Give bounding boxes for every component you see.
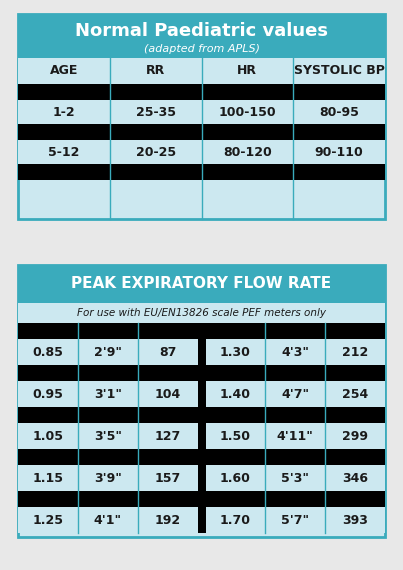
Text: 346: 346 bbox=[342, 471, 368, 484]
Text: PEAK EXPIRATORY FLOW RATE: PEAK EXPIRATORY FLOW RATE bbox=[71, 276, 332, 291]
Text: 3'5": 3'5" bbox=[94, 430, 122, 442]
Text: 1.70: 1.70 bbox=[220, 514, 251, 527]
Bar bbox=[18, 381, 197, 407]
Text: 5-12: 5-12 bbox=[48, 145, 79, 158]
Bar bbox=[206, 491, 385, 507]
Text: 1.60: 1.60 bbox=[220, 471, 251, 484]
Text: 25-35: 25-35 bbox=[136, 105, 176, 119]
Bar bbox=[18, 323, 197, 339]
Bar bbox=[206, 365, 385, 381]
Bar bbox=[18, 423, 197, 449]
Bar bbox=[197, 323, 206, 533]
Text: 1.25: 1.25 bbox=[32, 514, 63, 527]
Text: 4'1": 4'1" bbox=[93, 514, 122, 527]
Bar bbox=[18, 339, 197, 365]
Text: 299: 299 bbox=[342, 430, 368, 442]
Text: 80-95: 80-95 bbox=[319, 105, 359, 119]
Text: 393: 393 bbox=[342, 514, 368, 527]
Bar bbox=[18, 58, 385, 84]
Bar bbox=[18, 365, 197, 381]
Text: 4'3": 4'3" bbox=[281, 345, 309, 359]
Bar bbox=[206, 381, 385, 407]
Text: (adapted from APLS): (adapted from APLS) bbox=[143, 44, 260, 54]
Bar bbox=[18, 84, 385, 100]
Text: Normal Paediatric values: Normal Paediatric values bbox=[75, 22, 328, 40]
Bar bbox=[18, 303, 385, 323]
Bar bbox=[206, 449, 385, 465]
Text: 2'9": 2'9" bbox=[94, 345, 122, 359]
Bar bbox=[206, 507, 385, 533]
Text: 1.30: 1.30 bbox=[220, 345, 251, 359]
Text: HR: HR bbox=[237, 64, 258, 78]
Bar bbox=[18, 265, 385, 537]
Bar bbox=[18, 465, 197, 491]
Text: 3'9": 3'9" bbox=[94, 471, 122, 484]
Bar bbox=[18, 124, 385, 140]
Text: 87: 87 bbox=[159, 345, 176, 359]
Text: AGE: AGE bbox=[50, 64, 78, 78]
Text: RR: RR bbox=[146, 64, 165, 78]
Text: 80-120: 80-120 bbox=[223, 145, 272, 158]
Text: 3'1": 3'1" bbox=[94, 388, 122, 401]
Bar bbox=[18, 491, 197, 507]
Bar bbox=[18, 407, 197, 423]
Text: 100-150: 100-150 bbox=[218, 105, 276, 119]
Text: SYSTOLIC BP: SYSTOLIC BP bbox=[294, 64, 384, 78]
Text: 127: 127 bbox=[154, 430, 181, 442]
Text: 1.50: 1.50 bbox=[220, 430, 251, 442]
Bar bbox=[18, 265, 385, 303]
Text: 212: 212 bbox=[342, 345, 368, 359]
Bar bbox=[206, 323, 385, 339]
Text: 4'11": 4'11" bbox=[277, 430, 314, 442]
Text: 90-110: 90-110 bbox=[315, 145, 364, 158]
Text: 0.85: 0.85 bbox=[33, 345, 63, 359]
Bar bbox=[18, 100, 385, 124]
Text: 254: 254 bbox=[342, 388, 368, 401]
Text: 5'3": 5'3" bbox=[281, 471, 309, 484]
Text: 104: 104 bbox=[154, 388, 181, 401]
Text: 157: 157 bbox=[154, 471, 181, 484]
Bar bbox=[206, 465, 385, 491]
Text: For use with EU/EN13826 scale PEF meters only: For use with EU/EN13826 scale PEF meters… bbox=[77, 308, 326, 318]
Bar bbox=[18, 14, 385, 58]
Text: 5'7": 5'7" bbox=[281, 514, 310, 527]
Text: 1.40: 1.40 bbox=[220, 388, 251, 401]
Text: 4'7": 4'7" bbox=[281, 388, 310, 401]
Text: 1.15: 1.15 bbox=[32, 471, 63, 484]
Bar bbox=[18, 14, 385, 219]
Bar bbox=[206, 423, 385, 449]
Text: 1.05: 1.05 bbox=[32, 430, 63, 442]
Text: 0.95: 0.95 bbox=[33, 388, 63, 401]
Bar bbox=[18, 507, 197, 533]
Text: 1-2: 1-2 bbox=[52, 105, 75, 119]
Bar bbox=[18, 164, 385, 180]
Bar bbox=[18, 449, 197, 465]
Bar bbox=[206, 339, 385, 365]
Bar bbox=[18, 140, 385, 164]
Text: 20-25: 20-25 bbox=[135, 145, 176, 158]
Text: 192: 192 bbox=[154, 514, 181, 527]
Bar bbox=[206, 407, 385, 423]
